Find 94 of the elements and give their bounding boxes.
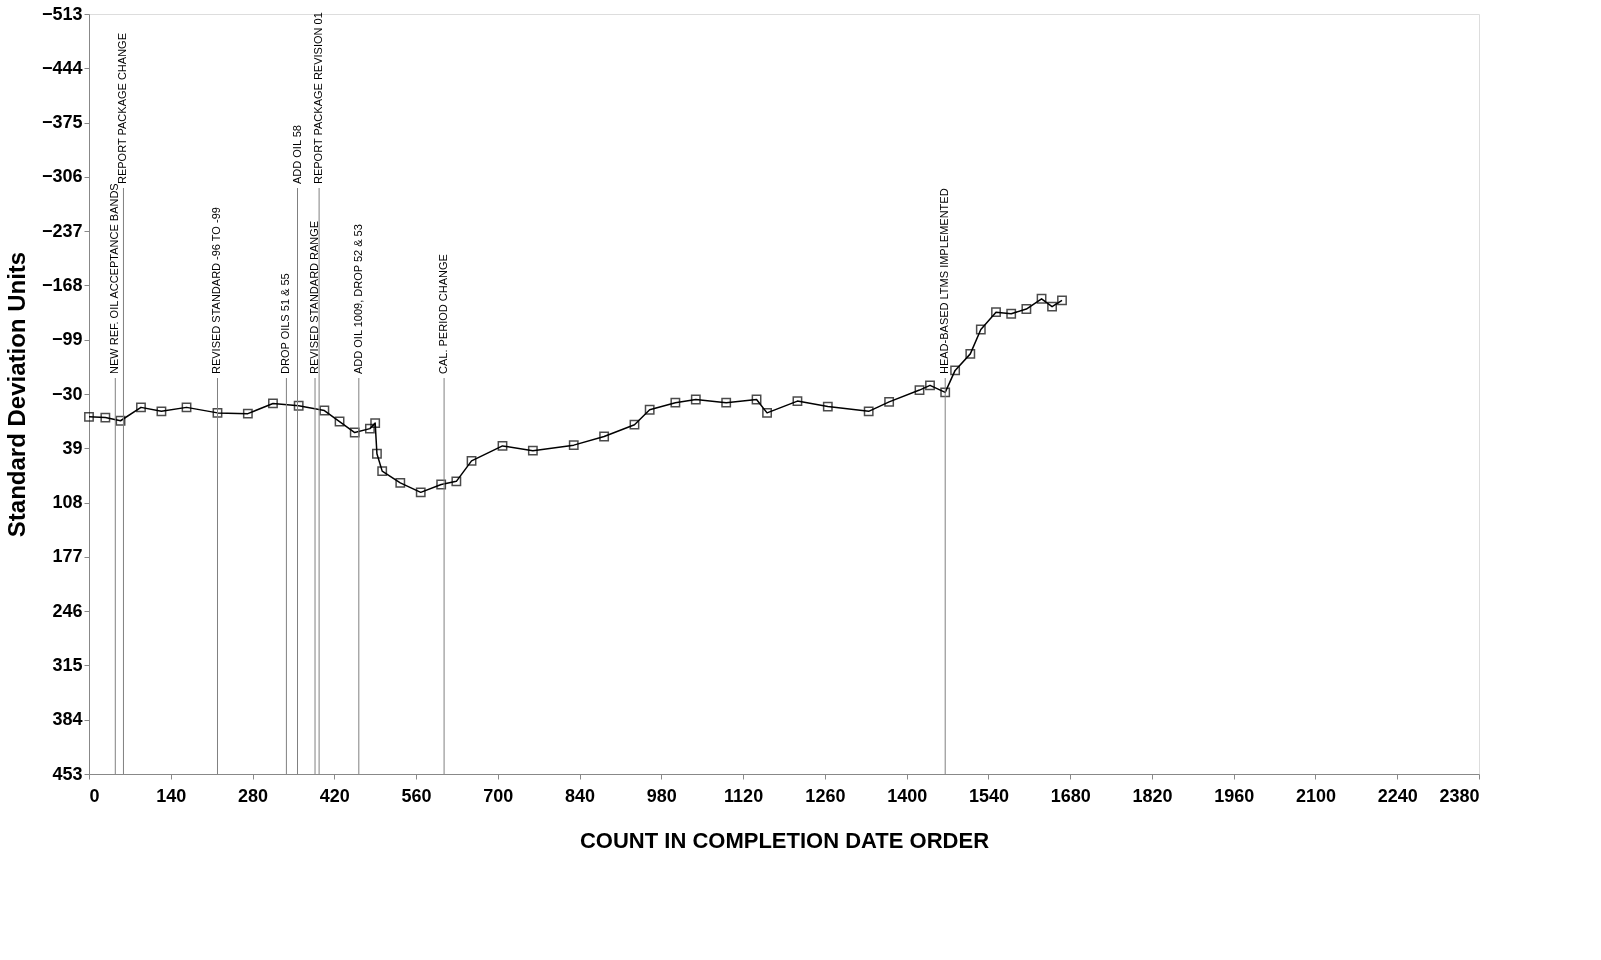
y-tick-label: −99: [51, 329, 83, 350]
x-tick-label: 840: [565, 785, 596, 806]
point: [863, 406, 874, 417]
x-tick-label: 2380: [1439, 785, 1480, 806]
y-tick-label: 39: [62, 437, 83, 458]
x-tick-label: 140: [156, 785, 187, 806]
x-tick-label: 700: [483, 785, 514, 806]
point: [792, 396, 803, 407]
x-tick-label: 980: [646, 785, 677, 806]
y-axis-title: Standard Deviation Units: [2, 251, 30, 538]
point: [497, 440, 508, 451]
point: [690, 394, 701, 405]
x-tick-label: 280: [238, 785, 269, 806]
point: [212, 407, 223, 418]
x-tick-label: 1540: [968, 785, 1009, 806]
point: [415, 487, 426, 498]
point: [975, 324, 986, 335]
point: [319, 405, 330, 416]
point: [1036, 293, 1047, 304]
point: [1047, 301, 1058, 312]
point: [395, 477, 406, 488]
point: [1057, 295, 1067, 306]
ref-line-label: DROP OILS 51 & 55: [279, 273, 292, 374]
x-tick-label: 2240: [1377, 785, 1418, 806]
x-tick-label: 420: [319, 785, 350, 806]
point: [370, 418, 381, 429]
x-tick-label: 0: [89, 785, 100, 806]
point: [364, 423, 375, 434]
x-tick-label: 1260: [805, 785, 846, 806]
point: [136, 402, 146, 413]
point: [156, 406, 167, 417]
point: [751, 394, 762, 405]
y-tick-label: −168: [41, 274, 83, 295]
ref-line-label: REVISED STANDARD -96 TO -99: [210, 207, 223, 374]
point: [436, 479, 447, 490]
point: [599, 431, 610, 442]
x-tick-label: 2100: [1295, 785, 1336, 806]
x-tick-label: 1400: [887, 785, 928, 806]
point: [991, 307, 1001, 318]
y-tick-label: 108: [52, 492, 83, 513]
ref-line-label: ADD OIL 1009, DROP 52 & 53: [351, 224, 364, 374]
point: [242, 408, 253, 419]
point: [670, 397, 681, 408]
point: [372, 448, 382, 459]
y-tick-label: 246: [52, 600, 83, 621]
point: [84, 411, 94, 422]
point: [914, 385, 925, 395]
ref-line-label: NEW REF. OIL ACCEPTANCE BANDS: [108, 183, 121, 374]
ref-line-label: ADD OIL 58: [290, 125, 303, 184]
y-tick-label: −444: [41, 57, 83, 78]
point: [950, 365, 961, 376]
y-tick-label: 384: [52, 709, 83, 730]
point: [181, 402, 192, 413]
y-tick-label: −513: [41, 3, 83, 24]
point: [527, 445, 538, 456]
point: [644, 404, 655, 415]
x-tick-label: 1960: [1214, 785, 1255, 806]
point: [822, 401, 833, 412]
point: [925, 380, 935, 391]
point: [721, 397, 732, 408]
point: [293, 400, 304, 411]
point: [451, 476, 462, 487]
y-tick-label: −306: [41, 166, 83, 187]
x-tick-label: 1820: [1132, 785, 1173, 806]
x-axis-title: COUNT IN COMPLETION DATE ORDER: [579, 827, 990, 853]
ref-line-label: REPORT PACKAGE REVISION 01: [312, 12, 325, 184]
ref-line-label: HEAD-BASED LTMS IMPLEMENTED: [938, 188, 951, 374]
point: [100, 412, 111, 423]
y-tick-label: 453: [52, 763, 83, 784]
point: [349, 427, 360, 438]
y-tick-label: 177: [52, 546, 83, 567]
x-tick-label: 1680: [1050, 785, 1091, 806]
point: [1006, 308, 1017, 319]
x-tick-label: 1120: [724, 785, 764, 806]
y-tick-label: −375: [41, 112, 83, 133]
point: [377, 466, 388, 477]
point: [334, 416, 345, 427]
point: [466, 455, 477, 466]
y-tick-label: −30: [51, 383, 83, 404]
point: [940, 387, 951, 398]
ref-line-label: REPORT PACKAGE CHANGE: [116, 33, 129, 184]
point: [884, 396, 895, 407]
point: [568, 440, 579, 451]
point: [762, 407, 772, 418]
x-tick-label: 560: [401, 785, 432, 806]
point: [1021, 304, 1032, 314]
y-tick-label: −237: [41, 220, 83, 241]
point: [115, 415, 126, 426]
point: [629, 419, 640, 430]
point: [965, 348, 976, 359]
ref-line-label: REVISED STANDARD RANGE: [308, 220, 321, 374]
point: [268, 398, 278, 409]
ref-line-label: CAL. PERIOD CHANGE: [437, 254, 450, 374]
y-tick-label: 315: [52, 654, 83, 675]
